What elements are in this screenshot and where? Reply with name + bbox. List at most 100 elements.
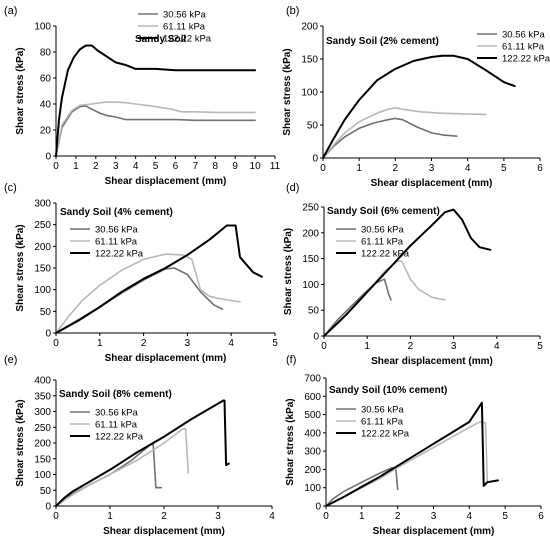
series-line-1 (322, 117, 458, 159)
x-axis-label: Shear displacement (mm) (373, 526, 495, 537)
series-line-3 (55, 44, 257, 157)
chart-title: Sandy Soil (10% cement) (329, 385, 447, 396)
legend-label: 122.22 kPa (95, 432, 144, 443)
legend-label: 30.56 kPa (502, 30, 545, 41)
y-tick-label: 0 (315, 502, 321, 513)
y-axis-label: Shear stress (kPa) (282, 48, 293, 135)
y-tick-label: 50 (308, 306, 320, 317)
legend-label: 122.22 kPa (95, 249, 144, 260)
y-tick-label: 200 (304, 465, 321, 476)
x-tick-label: 5 (153, 161, 159, 172)
x-tick-label: 3 (113, 161, 119, 172)
x-tick-label: 4 (133, 161, 139, 172)
y-tick-label: 50 (40, 307, 52, 318)
chart-panel: (a) 0 20 40 60 80 100 0 1 2 3 4 5 6 7 8 9 10 11 Shear displ… (4, 5, 281, 187)
x-tick-label: 1 (359, 511, 365, 522)
x-axis-label: Shear displacement (mm) (105, 176, 227, 187)
series-line-3 (55, 399, 230, 507)
x-tick-label: 0 (320, 163, 326, 174)
series-line-3 (55, 224, 263, 334)
y-tick-label: 500 (304, 410, 321, 421)
y-tick-label: 700 (304, 374, 321, 385)
x-tick-label: 4 (494, 341, 500, 352)
x-tick-label: 1 (356, 163, 362, 174)
chart-panel: (f) 0 100 200 300 400 500 600 700 0 1 2 3 4 5 6 Shear di… (285, 354, 544, 537)
x-tick-label: 5 (501, 163, 507, 174)
x-axis-label: Shear displacement (mm) (103, 526, 225, 537)
series-line-2 (322, 107, 487, 159)
chart-panel: (e) 0 50 100 150 200 250 300 350 400 0 1 2 3 4 Shear di… (4, 354, 275, 537)
x-tick-label: 0 (53, 338, 59, 349)
x-tick-label: 0 (323, 511, 329, 522)
y-tick-label: 0 (45, 152, 51, 163)
x-axis-label: Shear displacement (mm) (371, 356, 493, 367)
series-line-3 (322, 54, 516, 159)
y-axis-label: Shear stress (kPa) (15, 47, 26, 134)
legend-label: 30.56 kPa (361, 225, 404, 236)
legend-label: 122.22 kPa (163, 34, 212, 45)
chart-title: Sandy Soil (8% cement) (59, 389, 172, 400)
y-tick-label: 50 (307, 121, 319, 132)
y-tick-label: 150 (302, 254, 319, 265)
x-axis-label: Shear displacement (mm) (105, 353, 227, 364)
chart-panel: (d) 0 50 100 150 200 250 0 1 2 3 4 5 Shear displaceme… (283, 182, 543, 367)
panel-label: (a) (4, 5, 17, 17)
legend-label: 122.22 kPa (502, 54, 550, 65)
y-tick-label: 150 (34, 264, 51, 275)
y-tick-label: 300 (304, 447, 321, 458)
y-tick-label: 200 (34, 242, 51, 253)
panel-label: (d) (286, 182, 299, 194)
series-line-3 (325, 401, 499, 507)
x-tick-label: 3 (451, 341, 457, 352)
x-tick-label: 2 (395, 511, 401, 522)
y-tick-label: 0 (313, 332, 319, 343)
x-tick-label: 4 (269, 511, 275, 522)
y-tick-label: 100 (301, 88, 318, 99)
chart-title: Sandy Soil (135, 34, 186, 45)
legend-label: 30.56 kPa (163, 10, 206, 21)
x-tick-label: 5 (502, 511, 508, 522)
series-line-2 (55, 101, 256, 157)
y-tick-label: 0 (45, 502, 51, 513)
x-tick-label: 0 (53, 161, 59, 172)
x-tick-label: 3 (429, 163, 435, 174)
y-tick-label: 0 (45, 329, 51, 340)
y-tick-label: 20 (40, 126, 52, 137)
y-tick-label: 60 (40, 74, 52, 85)
x-tick-label: 2 (93, 161, 99, 172)
y-axis-label: Shear stress (kPa) (283, 228, 294, 315)
y-tick-label: 100 (34, 285, 51, 296)
y-axis-label: Shear stress (kPa) (15, 224, 26, 311)
y-tick-label: 100 (302, 280, 319, 291)
legend-label: 61.11 kPa (163, 22, 206, 33)
y-tick-label: 250 (302, 203, 319, 214)
x-tick-label: 5 (272, 338, 278, 349)
x-tick-label: 2 (161, 511, 167, 522)
x-tick-label: 10 (250, 161, 262, 172)
legend-label: 30.56 kPa (361, 405, 404, 416)
x-tick-label: 0 (321, 341, 327, 352)
y-tick-label: 300 (34, 407, 51, 418)
y-tick-label: 400 (304, 428, 321, 439)
x-tick-label: 5 (537, 341, 543, 352)
y-axis-label: Shear stress (kPa) (15, 399, 26, 486)
x-tick-label: 1 (97, 338, 103, 349)
panel-label: (b) (286, 5, 299, 17)
x-tick-label: 9 (232, 161, 238, 172)
chart-title: Sandy Soil (2% cement) (326, 36, 439, 47)
panel-label: (f) (286, 354, 296, 366)
x-tick-label: 2 (393, 163, 399, 174)
y-tick-label: 80 (40, 48, 52, 59)
x-tick-label: 4 (467, 511, 473, 522)
y-tick-label: 100 (34, 22, 51, 33)
y-tick-label: 200 (34, 439, 51, 450)
y-tick-label: 250 (34, 220, 51, 231)
x-tick-label: 8 (212, 161, 218, 172)
y-tick-label: 600 (304, 392, 321, 403)
x-tick-label: 7 (193, 161, 199, 172)
